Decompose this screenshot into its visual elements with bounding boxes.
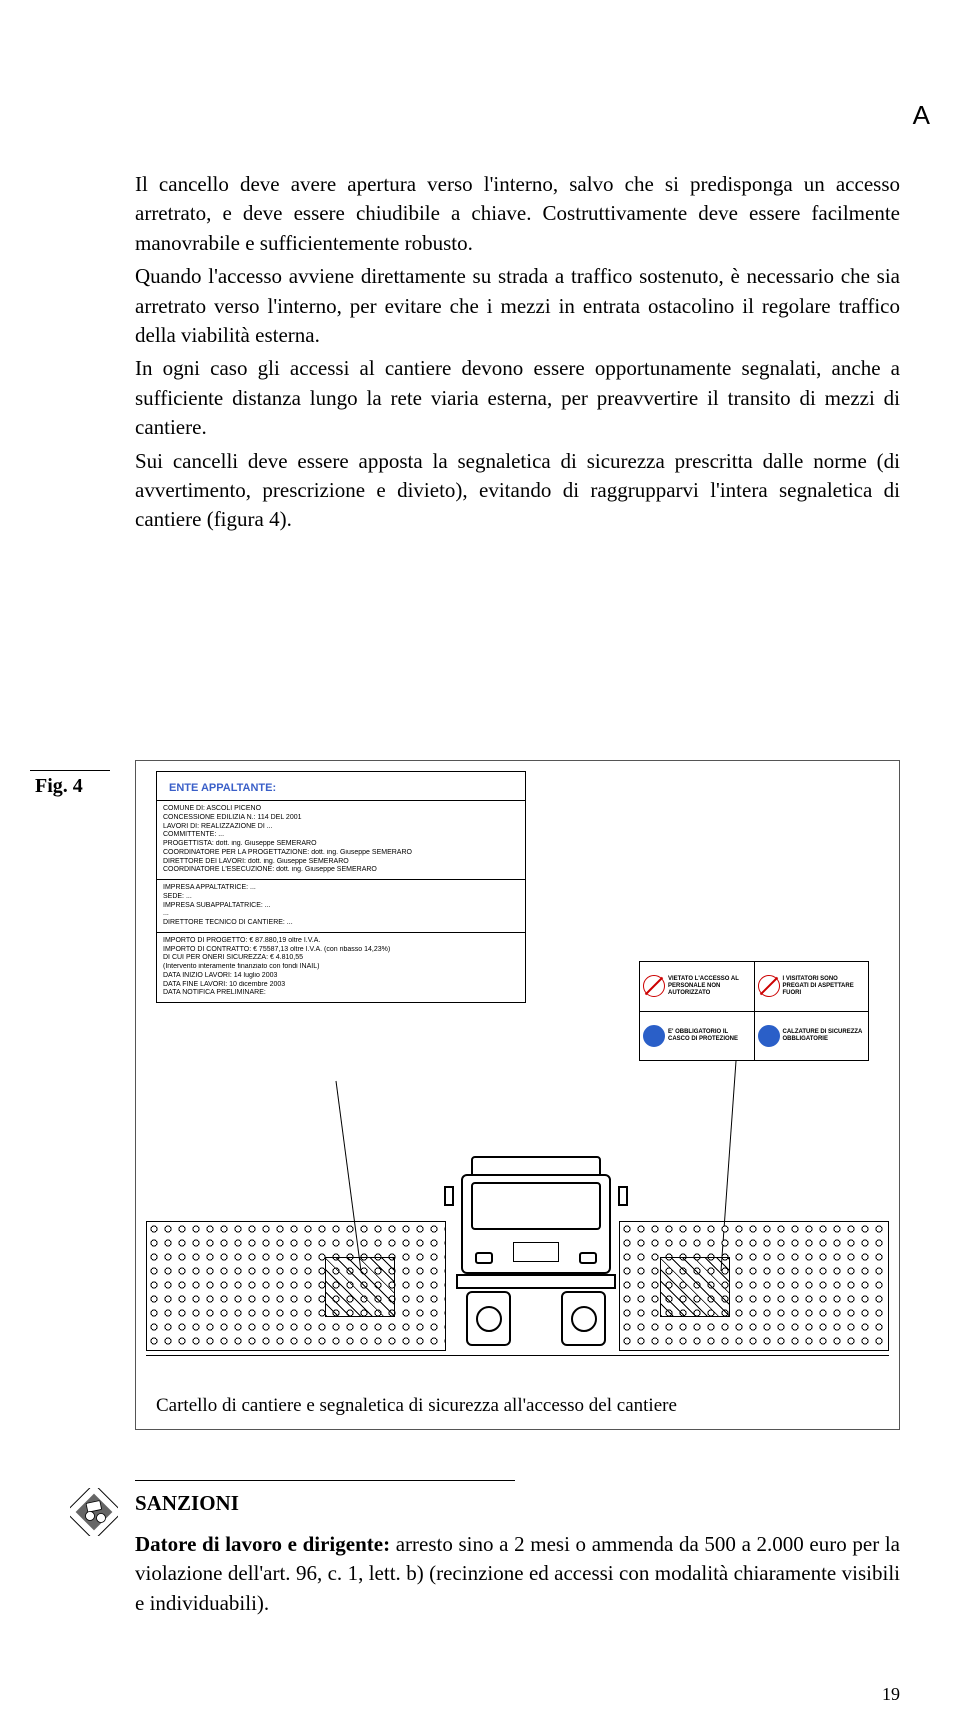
mandatory-icon: [758, 1025, 780, 1047]
prohibition-icon: [643, 975, 665, 997]
sign-line: DIRETTORE DEI LAVORI: dott. ing. Giusepp…: [163, 858, 519, 867]
sign-line: IMPORTO DI CONTRATTO: € 75587,13 oltre I…: [163, 946, 519, 955]
figure-label-rule: [30, 770, 110, 771]
body-text: Il cancello deve avere apertura verso l'…: [135, 170, 900, 539]
sign-line: IMPORTO DI PROGETTO: € 87.880,19 oltre I…: [163, 937, 519, 946]
sign-line: IMPRESA SUBAPPALTATRICE: ...: [163, 902, 519, 911]
page-section-marker: A: [913, 100, 930, 131]
hatch-area: [660, 1257, 730, 1317]
figure-caption: Cartello di cantiere e segnaletica di si…: [156, 1395, 879, 1417]
page-number: 19: [882, 1684, 900, 1705]
figure-box: ENTE APPALTANTE: COMUNE DI: ASCOLI PICEN…: [135, 760, 900, 1430]
safety-sign-panel: VIETATO L'ACCESSO AL PERSONALE NON AUTOR…: [639, 961, 869, 1061]
sign-line: DATA INIZIO LAVORI: 14 luglio 2003: [163, 972, 519, 981]
sign-line: ...: [163, 910, 519, 919]
sanzioni-icon: [70, 1488, 118, 1536]
sign-board-block-3: IMPORTO DI PROGETTO: € 87.880,19 oltre I…: [157, 932, 525, 1002]
sign-line: COMUNE DI: ASCOLI PICENO: [163, 805, 519, 814]
sign-line: (Intervento interamente finanziato con f…: [163, 963, 519, 972]
paragraph: Sui cancelli deve essere apposta la segn…: [135, 447, 900, 535]
safety-cell: VIETATO L'ACCESSO AL PERSONALE NON AUTOR…: [640, 962, 754, 1011]
sign-line: COORDINATORE L'ESECUZIONE: dott. ing. Gi…: [163, 866, 519, 875]
sign-board-block-2: IMPRESA APPALTATRICE: ... SEDE: ... IMPR…: [157, 879, 525, 932]
safety-cell: I VISITATORI SONO PREGATI DI ASPETTARE F…: [755, 962, 869, 1011]
safety-text: VIETATO L'ACCESSO AL PERSONALE NON AUTOR…: [668, 976, 751, 996]
sign-board-block-1: COMUNE DI: ASCOLI PICENO CONCESSIONE EDI…: [157, 800, 525, 879]
sign-line: DIRETTORE TECNICO DI CANTIERE: ...: [163, 919, 519, 928]
sanzioni-block: SANZIONI Datore di lavoro e dirigente: a…: [135, 1480, 900, 1618]
sanzioni-title: SANZIONI: [135, 1491, 900, 1516]
paragraph: Il cancello deve avere apertura verso l'…: [135, 170, 900, 258]
safety-cell: CALZATURE DI SICUREZZA OBBLIGATORIE: [755, 1011, 869, 1061]
sign-line: LAVORI DI: REALIZZAZIONE DI ...: [163, 823, 519, 832]
sign-line: IMPRESA APPALTATRICE: ...: [163, 884, 519, 893]
safety-cell: E' OBBLIGATORIO IL CASCO DI PROTEZIONE: [640, 1011, 754, 1061]
sanzioni-bold: Datore di lavoro e dirigente:: [135, 1532, 390, 1556]
sign-line: COMMITTENTE: ...: [163, 831, 519, 840]
hatch-area: [325, 1257, 395, 1317]
prohibition-icon: [758, 975, 780, 997]
sanzioni-text: Datore di lavoro e dirigente: arresto si…: [135, 1530, 900, 1618]
sanzioni-rule: [135, 1480, 515, 1481]
construction-sign-board: ENTE APPALTANTE: COMUNE DI: ASCOLI PICEN…: [156, 771, 526, 1003]
safety-text: CALZATURE DI SICUREZZA OBBLIGATORIE: [783, 1029, 866, 1042]
sign-line: DI CUI PER ONERI SICUREZZA: € 4.810,55: [163, 954, 519, 963]
fence-left: [146, 1221, 446, 1351]
sign-line: SEDE: ...: [163, 893, 519, 902]
sign-line: DATA FINE LAVORI: 10 dicembre 2003: [163, 981, 519, 990]
mandatory-icon: [643, 1025, 665, 1047]
sign-line: DATA NOTIFICA PRELIMINARE:: [163, 989, 519, 998]
sign-line: CONCESSIONE EDILIZIA N.: 114 DEL 2001: [163, 814, 519, 823]
truck-illustration: [456, 1156, 616, 1351]
figure-label: Fig. 4: [35, 775, 83, 798]
sign-board-title: ENTE APPALTANTE:: [157, 772, 525, 800]
fence-right: [619, 1221, 889, 1351]
safety-text: I VISITATORI SONO PREGATI DI ASPETTARE F…: [783, 976, 866, 996]
ground-line: [146, 1355, 889, 1356]
paragraph: Quando l'accesso avviene direttamente su…: [135, 262, 900, 350]
sign-line: COORDINATORE PER LA PROGETTAZIONE: dott.…: [163, 849, 519, 858]
safety-text: E' OBBLIGATORIO IL CASCO DI PROTEZIONE: [668, 1029, 751, 1042]
sign-line: PROGETTISTA: dott. ing. Giuseppe SEMERAR…: [163, 840, 519, 849]
paragraph: In ogni caso gli accessi al cantiere dev…: [135, 354, 900, 442]
